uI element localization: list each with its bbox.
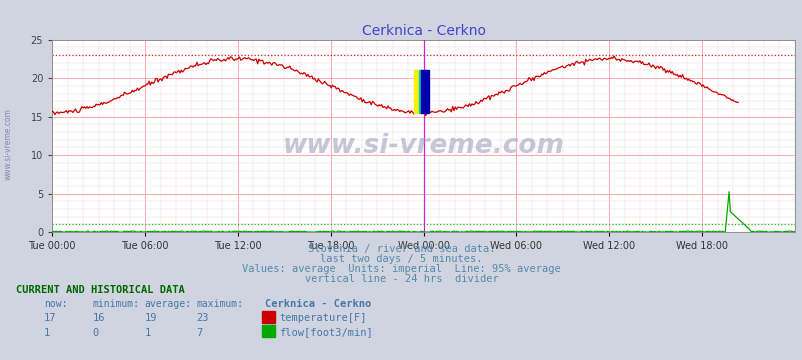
- Text: 1: 1: [144, 328, 151, 338]
- Text: 17: 17: [44, 313, 57, 323]
- Text: www.si-vreme.com: www.si-vreme.com: [282, 132, 564, 158]
- Text: now:: now:: [44, 299, 67, 309]
- Text: flow[foot3/min]: flow[foot3/min]: [279, 328, 373, 338]
- Text: Values: average  Units: imperial  Line: 95% average: Values: average Units: imperial Line: 95…: [242, 264, 560, 274]
- Text: Slovenia / river and sea data.: Slovenia / river and sea data.: [307, 244, 495, 254]
- Text: temperature[F]: temperature[F]: [279, 313, 367, 323]
- Text: CURRENT AND HISTORICAL DATA: CURRENT AND HISTORICAL DATA: [16, 285, 184, 296]
- Text: last two days / 5 minutes.: last two days / 5 minutes.: [320, 254, 482, 264]
- Text: www.si-vreme.com: www.si-vreme.com: [3, 108, 13, 180]
- Text: average:: average:: [144, 299, 192, 309]
- Text: 16: 16: [92, 313, 105, 323]
- Text: 1: 1: [44, 328, 51, 338]
- Bar: [418, 71, 423, 113]
- Text: Cerknica - Cerkno: Cerknica - Cerkno: [265, 299, 371, 309]
- Text: 23: 23: [196, 313, 209, 323]
- Title: Cerknica - Cerkno: Cerknica - Cerkno: [361, 24, 485, 39]
- Text: 0: 0: [92, 328, 99, 338]
- Text: vertical line - 24 hrs  divider: vertical line - 24 hrs divider: [304, 274, 498, 284]
- Bar: [413, 71, 419, 113]
- Text: 19: 19: [144, 313, 157, 323]
- Text: 7: 7: [196, 328, 203, 338]
- Text: minimum:: minimum:: [92, 299, 140, 309]
- Bar: [421, 71, 428, 113]
- Text: maximum:: maximum:: [196, 299, 244, 309]
